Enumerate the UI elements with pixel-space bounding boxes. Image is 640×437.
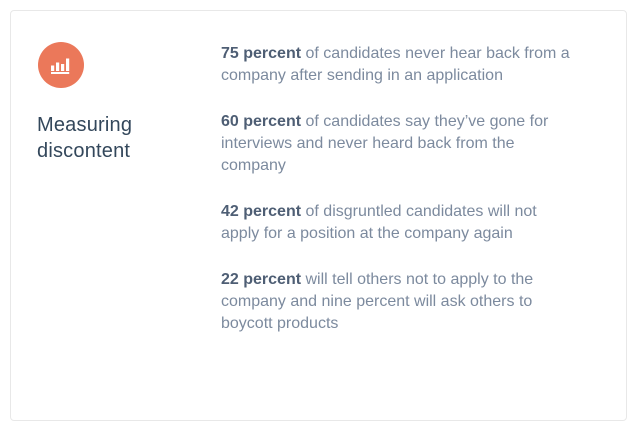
card-title: Measuring discontent	[37, 114, 133, 162]
card-left-column: Measuring discontent	[37, 42, 221, 380]
stat-lead: 22 percent	[221, 271, 302, 288]
measuring-discontent-card: Measuring discontent 75 percent of candi…	[10, 10, 627, 421]
stat-text: will tell others not to apply to the com…	[221, 271, 534, 332]
stat-text: of disgruntled candidates will not apply…	[221, 203, 537, 242]
stat-lead: 42 percent	[221, 203, 302, 220]
stat-paragraph: 22 percent will tell others not to apply…	[221, 269, 571, 335]
stat-lead: 75 percent	[221, 45, 302, 62]
stat-paragraph: 75 percent of candidates never hear back…	[221, 43, 571, 87]
stat-lead: 60 percent	[221, 113, 302, 130]
stat-paragraph: 60 percent of candidates say they’ve gon…	[221, 111, 571, 177]
card-stats-column: 75 percent of candidates never hear back…	[221, 42, 596, 380]
stat-text: of candidates say they’ve gone for inter…	[221, 113, 549, 174]
stat-text: of candidates never hear back from a com…	[221, 45, 570, 84]
bar-chart-icon	[38, 42, 84, 88]
stat-paragraph: 42 percent of disgruntled candidates wil…	[221, 201, 571, 245]
